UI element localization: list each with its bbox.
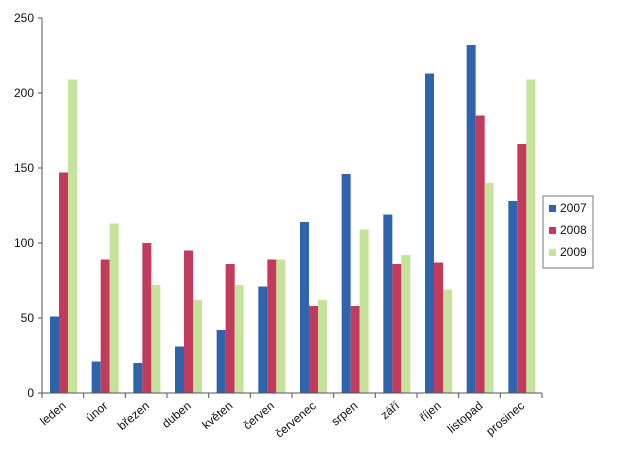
bar-2009-4 bbox=[234, 285, 244, 393]
bar-2007-6 bbox=[300, 222, 309, 393]
y-tick-label: 250 bbox=[14, 11, 34, 25]
bar-2008-9 bbox=[434, 262, 443, 393]
bar-2008-5 bbox=[267, 259, 277, 393]
bar-2009-6 bbox=[318, 300, 327, 393]
bar-2008-4 bbox=[225, 264, 235, 393]
bar-2008-8 bbox=[392, 264, 402, 393]
x-tick-label: květen bbox=[199, 399, 235, 432]
chart-bars bbox=[50, 45, 536, 393]
x-tick-label: duben bbox=[159, 399, 194, 431]
bar-group-1 bbox=[91, 223, 119, 393]
bar-2008-11 bbox=[517, 144, 527, 393]
legend-item-2007: 2007 bbox=[549, 201, 587, 215]
chart-legend: 2007 2008 2009 bbox=[542, 195, 594, 269]
bar-2007-2 bbox=[133, 363, 143, 393]
bar-2008-0 bbox=[59, 172, 68, 393]
y-tick-label: 200 bbox=[14, 86, 34, 100]
x-axis-ticks: leden únor březen duben květen červenčervenec… bbox=[37, 393, 543, 441]
bar-2008-6 bbox=[309, 306, 318, 393]
bar-group-4 bbox=[216, 264, 244, 393]
x-tick-label: leden bbox=[37, 399, 69, 429]
bar-group-5 bbox=[258, 259, 286, 393]
legend-swatch bbox=[549, 227, 556, 234]
bar-2007-11 bbox=[508, 201, 518, 393]
bar-2009-10 bbox=[484, 183, 494, 393]
x-tick-label: červen bbox=[240, 399, 277, 433]
bar-group-2 bbox=[133, 243, 161, 393]
bar-group-9 bbox=[425, 73, 452, 393]
x-tick-label: červenec bbox=[272, 399, 318, 441]
legend-item-2008: 2008 bbox=[549, 223, 587, 237]
bar-2009-3 bbox=[193, 300, 202, 393]
x-tick-label: září bbox=[378, 398, 403, 422]
bar-2009-0 bbox=[68, 79, 77, 393]
bar-2008-2 bbox=[142, 243, 152, 393]
bar-2007-4 bbox=[216, 330, 226, 393]
legend-swatch bbox=[549, 205, 556, 212]
bar-2007-9 bbox=[425, 73, 434, 393]
bar-2009-5 bbox=[276, 259, 286, 393]
y-tick-label: 0 bbox=[27, 386, 34, 400]
legend-swatch bbox=[549, 249, 556, 256]
y-axis-ticks: 0 50 100 150 200 250 bbox=[14, 11, 42, 400]
bar-2008-1 bbox=[100, 259, 110, 393]
bar-2008-3 bbox=[184, 250, 193, 393]
legend-label: 2008 bbox=[560, 223, 587, 237]
bar-2007-0 bbox=[50, 316, 59, 393]
x-tick-label: listopad bbox=[445, 399, 486, 436]
bar-2009-8 bbox=[401, 255, 411, 393]
x-tick-label: říjen bbox=[417, 399, 444, 425]
y-tick-label: 150 bbox=[14, 161, 34, 175]
bar-group-3 bbox=[175, 250, 202, 393]
bar-2009-9 bbox=[443, 289, 452, 393]
x-tick-label: srpen bbox=[328, 399, 360, 429]
bar-group-10 bbox=[466, 45, 494, 393]
bar-2007-8 bbox=[383, 214, 393, 393]
bar-group-6 bbox=[300, 222, 327, 393]
bar-group-8 bbox=[383, 214, 411, 393]
x-tick-label: březen bbox=[115, 399, 152, 433]
legend-label: 2009 bbox=[560, 245, 587, 259]
bar-2009-1 bbox=[109, 223, 119, 393]
bar-2009-7 bbox=[359, 229, 369, 393]
bar-group-0 bbox=[50, 79, 77, 393]
bar-2008-10 bbox=[475, 115, 485, 393]
bar-2007-10 bbox=[466, 45, 476, 393]
bar-group-11 bbox=[508, 79, 536, 393]
bar-2008-7 bbox=[350, 306, 360, 393]
legend-item-2009: 2009 bbox=[549, 245, 587, 259]
y-tick-label: 50 bbox=[21, 311, 35, 325]
bar-2007-7 bbox=[341, 174, 351, 393]
x-tick-label: prosinec bbox=[483, 399, 527, 439]
bar-2007-3 bbox=[175, 346, 184, 393]
bar-2007-1 bbox=[91, 361, 101, 393]
x-tick-label: únor bbox=[83, 399, 110, 425]
y-tick-label: 100 bbox=[14, 236, 34, 250]
bar-2009-2 bbox=[151, 285, 161, 393]
bar-2009-11 bbox=[526, 79, 536, 393]
bar-2007-5 bbox=[258, 286, 268, 393]
bar-group-7 bbox=[341, 174, 369, 393]
legend-label: 2007 bbox=[560, 201, 587, 215]
